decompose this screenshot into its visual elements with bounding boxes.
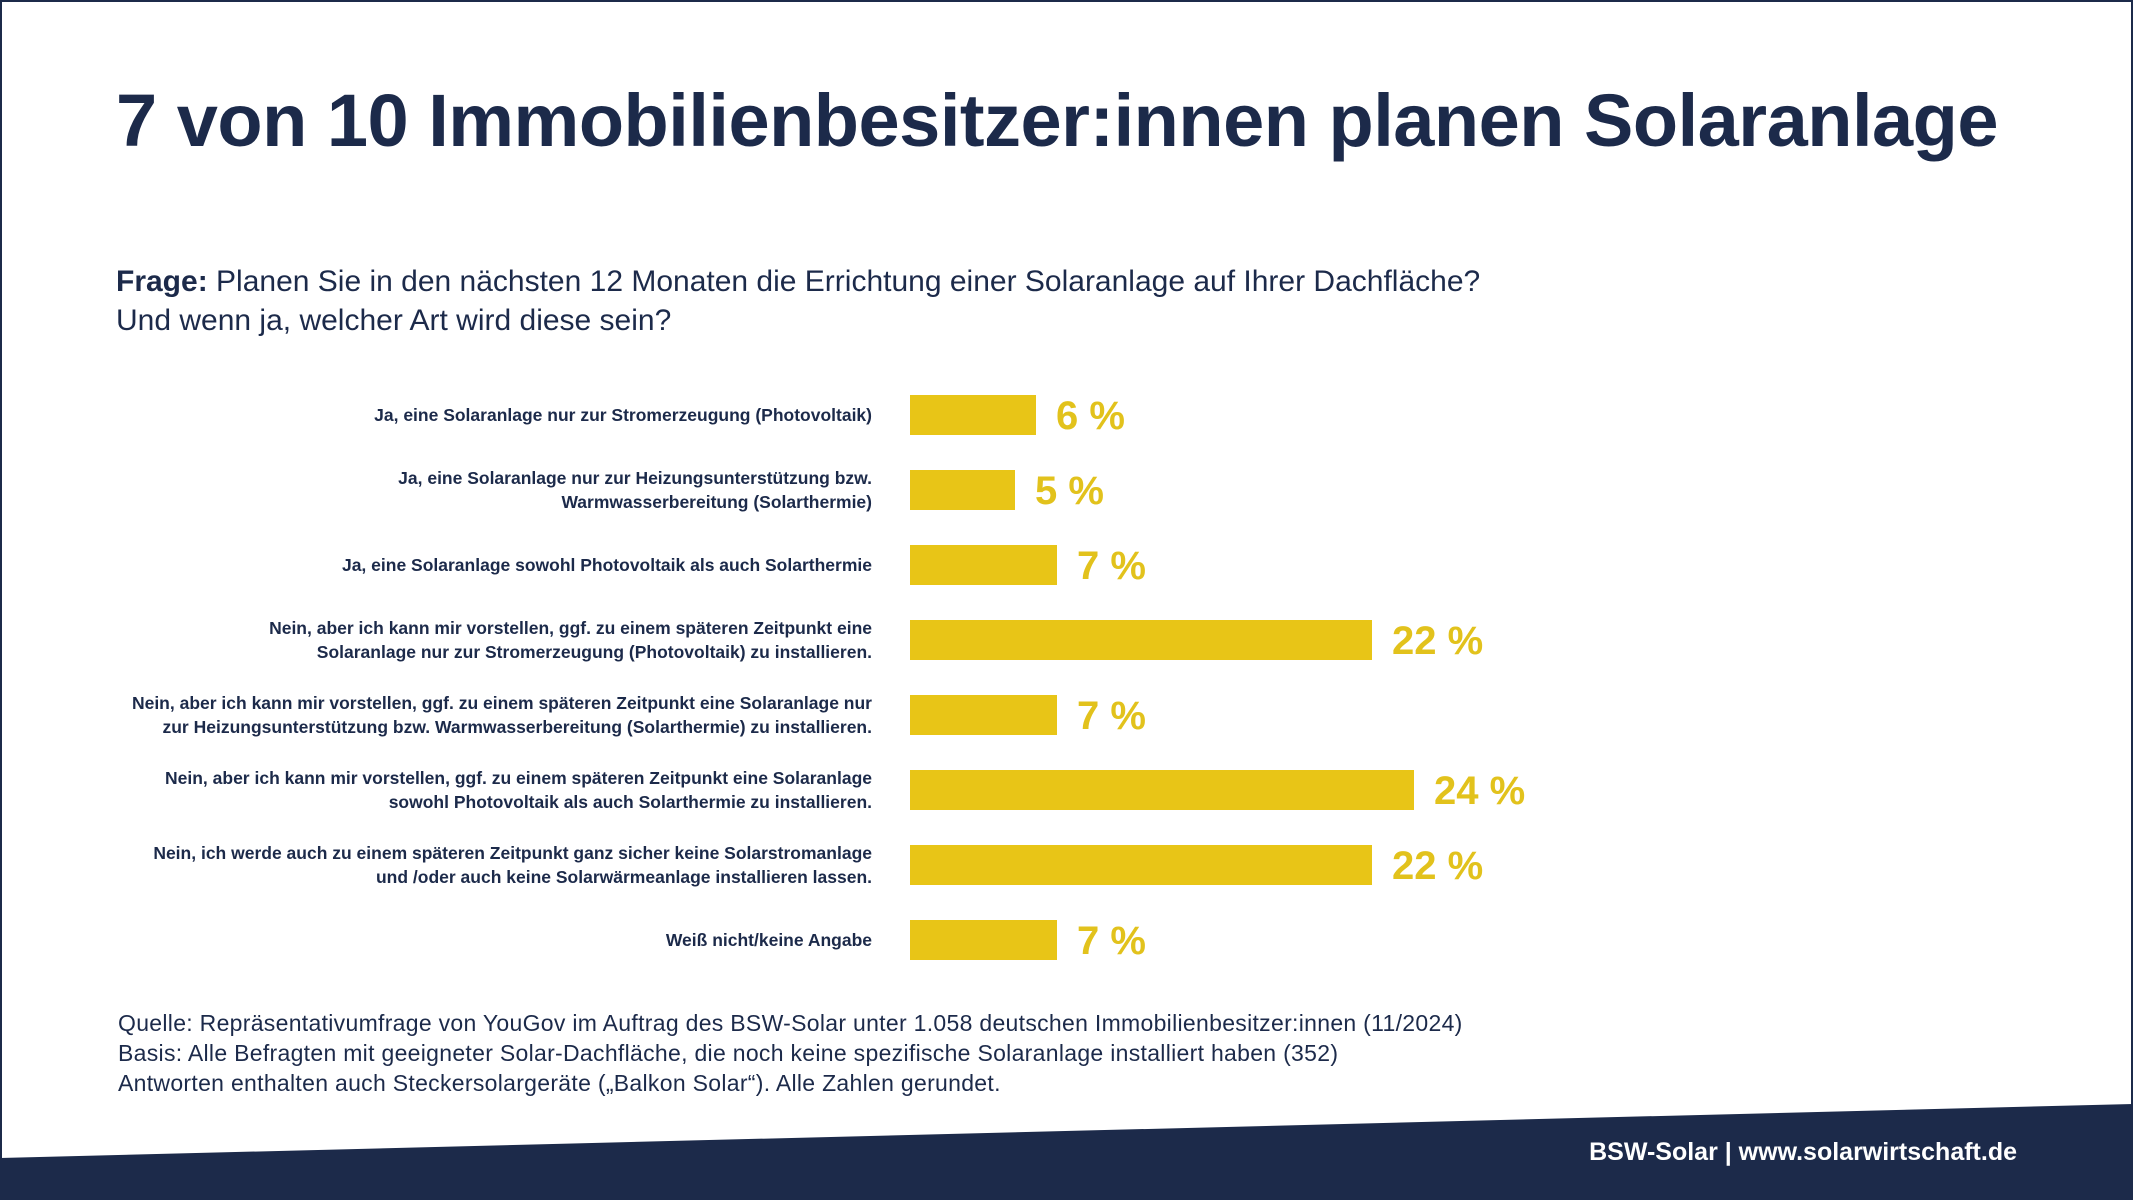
bar xyxy=(910,545,1057,585)
bar xyxy=(910,845,1372,885)
bar xyxy=(910,920,1057,960)
category-label-line: Nein, aber ich kann mir vorstellen, ggf.… xyxy=(165,768,872,788)
category-label: Ja, eine Solaranlage nur zur Heizungsunt… xyxy=(398,468,872,512)
category-label-line: Warmwasserbereitung (Solarthermie) xyxy=(561,492,872,512)
value-label: 22 % xyxy=(1392,619,1483,663)
footer-band-shape xyxy=(0,1104,2133,1200)
footer-link[interactable]: BSW-Solar | www.solarwirtschaft.de xyxy=(1589,1138,2017,1166)
category-label: Ja, eine Solaranlage sowohl Photovoltaik… xyxy=(342,555,872,575)
bar-chart: Ja, eine Solaranlage nur zur Stromerzeug… xyxy=(132,394,1525,963)
bar xyxy=(910,620,1372,660)
category-label: Nein, aber ich kann mir vorstellen, ggf.… xyxy=(165,768,872,812)
category-label-line: Ja, eine Solaranlage nur zur Stromerzeug… xyxy=(374,405,872,425)
footnotes: Quelle: Repräsentativumfrage von YouGov … xyxy=(118,1008,1463,1098)
bar xyxy=(910,695,1057,735)
category-label-line: zur Heizungsunterstützung bzw. Warmwasse… xyxy=(162,717,872,737)
category-label-line: und /oder auch keine Solarwärmeanlage in… xyxy=(376,867,872,887)
category-label: Nein, aber ich kann mir vorstellen, ggf.… xyxy=(269,618,872,662)
category-label: Ja, eine Solaranlage nur zur Stromerzeug… xyxy=(374,405,872,425)
category-label-line: Nein, aber ich kann mir vorstellen, ggf.… xyxy=(132,693,872,713)
category-label: Nein, ich werde auch zu einem späteren Z… xyxy=(153,843,872,887)
bar xyxy=(910,395,1036,435)
category-label-line: Solaranlage nur zur Stromerzeugung (Phot… xyxy=(317,642,872,662)
value-label: 5 % xyxy=(1035,469,1104,513)
question-line-1: Frage: Planen Sie in den nächsten 12 Mon… xyxy=(116,262,1716,301)
bar xyxy=(910,470,1015,510)
footnote-source: Quelle: Repräsentativumfrage von YouGov … xyxy=(118,1010,1463,1036)
value-label: 24 % xyxy=(1434,769,1525,813)
value-label: 6 % xyxy=(1056,394,1125,438)
category-label: Nein, aber ich kann mir vorstellen, ggf.… xyxy=(132,693,872,737)
question-block: Frage: Planen Sie in den nächsten 12 Mon… xyxy=(116,262,1716,340)
question-text-2: Und wenn ja, welcher Art wird diese sein… xyxy=(116,304,672,337)
category-label: Weiß nicht/keine Angabe xyxy=(666,930,872,950)
category-label-line: Ja, eine Solaranlage sowohl Photovoltaik… xyxy=(342,555,872,575)
footnote-note: Antworten enthalten auch Steckersolarger… xyxy=(118,1070,1001,1096)
question-text-1: Planen Sie in den nächsten 12 Monaten di… xyxy=(207,265,1481,298)
category-label-line: sowohl Photovoltaik als auch Solarthermi… xyxy=(389,792,872,812)
value-label: 7 % xyxy=(1077,544,1146,588)
value-label: 7 % xyxy=(1077,694,1146,738)
footer-band xyxy=(0,1104,2133,1200)
value-label: 22 % xyxy=(1392,844,1483,888)
bar xyxy=(910,770,1414,810)
category-label-line: Nein, aber ich kann mir vorstellen, ggf.… xyxy=(269,618,872,638)
question-label: Frage: xyxy=(116,265,208,298)
value-label: 7 % xyxy=(1077,919,1146,963)
category-label-line: Nein, ich werde auch zu einem späteren Z… xyxy=(153,843,872,863)
category-label-line: Weiß nicht/keine Angabe xyxy=(666,930,872,950)
footnote-basis: Basis: Alle Befragten mit geeigneter Sol… xyxy=(118,1040,1339,1066)
page-title: 7 von 10 Immobilienbesitzer:innen planen… xyxy=(116,79,1999,162)
category-label-line: Ja, eine Solaranlage nur zur Heizungsunt… xyxy=(398,468,872,488)
